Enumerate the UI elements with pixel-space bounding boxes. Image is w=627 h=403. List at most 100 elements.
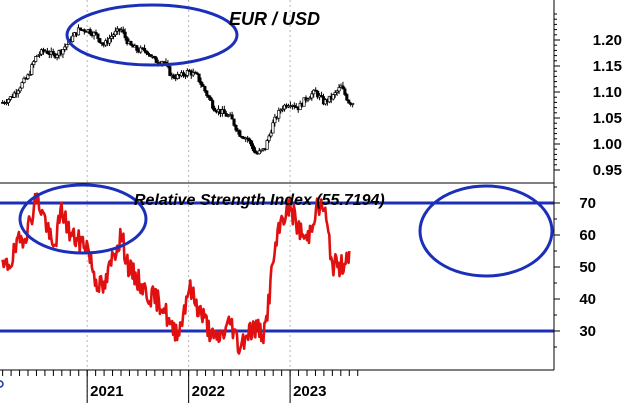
- rsi-series-line: [1, 192, 351, 355]
- price-candle-body: [207, 95, 211, 98]
- price-highs-ellipse: [65, 3, 239, 67]
- price-candle-body: [335, 90, 339, 93]
- price-candle-body: [168, 66, 172, 76]
- x-tick-label-2023: 2023: [293, 383, 326, 400]
- price-candle-body: [337, 87, 341, 92]
- price-candle-body: [82, 29, 86, 32]
- price-candle-body: [139, 47, 143, 53]
- rsi-panel-title: Relative Strength Index (55.7194): [134, 192, 385, 209]
- price-candle-body: [238, 130, 242, 137]
- price-candle-body: [249, 140, 254, 147]
- price-candle-body: [181, 72, 186, 76]
- price-candle-body: [316, 90, 320, 98]
- price-candle-body: [143, 47, 147, 52]
- price-candle-body: [265, 140, 269, 150]
- price-candle-body: [16, 90, 20, 95]
- price-candle-body: [205, 90, 209, 96]
- rsi-panel: [0, 192, 554, 355]
- price-candle-body: [351, 103, 355, 105]
- price-candle-body: [108, 38, 112, 44]
- labels: EUR / USD Relative Strength Index (55.71…: [134, 9, 385, 209]
- price-candle-body: [61, 49, 65, 55]
- price-candle-body: [246, 137, 250, 140]
- price-candle-body: [135, 45, 139, 51]
- price-candle-body: [6, 99, 11, 103]
- price-candle-body: [203, 86, 207, 92]
- price-candle-body: [232, 118, 236, 126]
- price-candle-body: [36, 54, 40, 57]
- price-candle-body: [234, 125, 238, 131]
- price-candle-body: [76, 27, 81, 36]
- price-candle-body: [185, 70, 189, 76]
- price-candle-body: [267, 135, 271, 141]
- price-candle-body: [213, 107, 217, 112]
- price-candle-body: [345, 94, 349, 101]
- price-panel: [1, 24, 355, 155]
- x-tick-label-2021: 2021: [90, 383, 123, 400]
- price-candle-body: [257, 150, 261, 155]
- rsi-2020-ellipse: [18, 183, 148, 255]
- price-candle-body: [63, 46, 67, 50]
- price-candle-body: [273, 116, 277, 124]
- price-candle-body: [302, 97, 306, 107]
- price-candle-body: [251, 145, 256, 152]
- price-candle-body: [100, 42, 104, 44]
- price-candle-body: [222, 109, 226, 114]
- price-candle-body: [88, 29, 92, 35]
- price-candle-body: [341, 85, 345, 90]
- price-candle-body: [183, 75, 187, 77]
- price-candle-body: [41, 49, 46, 52]
- price-candle-body: [121, 29, 125, 33]
- price-candle-body: [347, 99, 351, 104]
- rsi-2023-ellipse: [418, 184, 554, 278]
- price-candle-body: [12, 92, 16, 98]
- price-candle-body: [333, 92, 337, 95]
- price-candle-body: [308, 97, 312, 100]
- price-candle-body: [312, 89, 316, 95]
- price-y-tick-label: 1.20: [593, 32, 622, 49]
- price-y-tick-label: 0.95: [593, 162, 622, 179]
- price-candle-body: [125, 37, 129, 44]
- price-candle-body: [152, 55, 156, 59]
- price-candle-body: [148, 54, 152, 57]
- price-candle-body: [94, 31, 98, 35]
- price-candle-body: [65, 44, 69, 48]
- price-candle-body: [281, 108, 285, 111]
- price-candle-body: [319, 95, 324, 97]
- price-candle-body: [277, 110, 281, 119]
- price-candle-body: [18, 87, 22, 92]
- price-candle-body: [209, 97, 213, 101]
- price-candle-body: [306, 98, 310, 101]
- price-panel-title: EUR / USD: [229, 9, 320, 29]
- price-candle-body: [253, 150, 257, 154]
- price-candle-body: [269, 132, 273, 137]
- price-candle-body: [129, 41, 133, 46]
- price-candle-body: [39, 49, 44, 55]
- price-candle-body: [109, 35, 114, 39]
- price-candle-body: [197, 73, 201, 82]
- price-candle-body: [259, 149, 263, 152]
- annotations: [0, 3, 554, 388]
- price-candle-body: [111, 34, 116, 37]
- price-candle-body: [113, 30, 117, 36]
- price-candle-body: [211, 100, 215, 109]
- price-y-tick-label: 1.00: [593, 136, 622, 153]
- price-candle-body: [343, 88, 347, 95]
- rsi-y-tick-label: 50: [579, 259, 596, 276]
- edge-marker: [0, 380, 4, 388]
- price-candle-body: [123, 31, 127, 38]
- price-candle-body: [201, 84, 205, 87]
- price-candle-body: [45, 50, 49, 54]
- price-y-tick-label: 1.15: [593, 58, 622, 75]
- price-candle-body: [292, 105, 296, 107]
- price-candle-body: [176, 74, 180, 79]
- price-candle-body: [310, 93, 314, 99]
- rsi-y-tick-label: 30: [579, 323, 596, 340]
- x-tick-label-2022: 2022: [192, 383, 225, 400]
- price-candle-body: [314, 89, 318, 92]
- price-candle-body: [144, 50, 149, 54]
- price-candle-body: [154, 57, 158, 63]
